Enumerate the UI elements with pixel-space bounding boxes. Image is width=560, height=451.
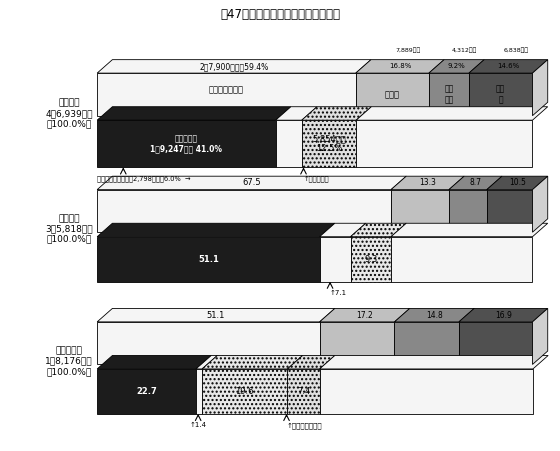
Polygon shape bbox=[356, 120, 533, 167]
Text: ↑単独事業費: ↑単独事業費 bbox=[304, 175, 329, 182]
Text: 国直轄事業負担金　2,798億円　6.0%  →: 国直轄事業負担金 2,798億円 6.0% → bbox=[97, 175, 190, 182]
Text: 14.6%: 14.6% bbox=[497, 64, 520, 69]
Polygon shape bbox=[320, 237, 351, 281]
Polygon shape bbox=[449, 176, 502, 189]
Text: 13.3: 13.3 bbox=[419, 179, 436, 188]
Polygon shape bbox=[97, 223, 335, 237]
Text: 5,854億円
12.5%: 5,854億円 12.5% bbox=[312, 134, 346, 153]
Polygon shape bbox=[533, 176, 548, 232]
Text: 第47図　農林水産業費の性質別内訳: 第47図 農林水産業費の性質別内訳 bbox=[220, 8, 340, 21]
Text: 2兆7,900億円　59.4%: 2兆7,900億円 59.4% bbox=[199, 62, 269, 71]
Text: 7,889億円: 7,889億円 bbox=[395, 47, 420, 53]
Polygon shape bbox=[97, 308, 335, 322]
Polygon shape bbox=[320, 369, 533, 414]
Polygon shape bbox=[97, 355, 211, 369]
Polygon shape bbox=[533, 60, 548, 116]
Text: 市　町　村
1兆8,176億円
（100.0%）: 市 町 村 1兆8,176億円 （100.0%） bbox=[45, 346, 93, 376]
Text: 8.7: 8.7 bbox=[469, 179, 482, 188]
Polygon shape bbox=[356, 60, 444, 73]
Text: 9.2%: 9.2% bbox=[447, 64, 465, 69]
Polygon shape bbox=[196, 369, 202, 414]
Polygon shape bbox=[302, 107, 371, 120]
Polygon shape bbox=[391, 237, 533, 281]
Polygon shape bbox=[320, 308, 410, 322]
Polygon shape bbox=[287, 369, 320, 414]
Polygon shape bbox=[351, 237, 391, 281]
Text: ↑県営事業負担金: ↑県営事業負担金 bbox=[287, 422, 322, 428]
Text: 9.3: 9.3 bbox=[364, 255, 377, 264]
Text: 22.7: 22.7 bbox=[136, 387, 157, 396]
Polygon shape bbox=[97, 107, 291, 120]
Polygon shape bbox=[97, 322, 320, 364]
Polygon shape bbox=[97, 60, 371, 73]
Polygon shape bbox=[97, 120, 276, 167]
Polygon shape bbox=[391, 189, 449, 232]
Polygon shape bbox=[302, 120, 356, 167]
Text: ↑7.1: ↑7.1 bbox=[330, 290, 347, 295]
Polygon shape bbox=[469, 73, 533, 116]
Text: 67.5: 67.5 bbox=[242, 179, 261, 188]
Text: 補助
費等: 補助 費等 bbox=[444, 85, 454, 104]
Text: 純　　計
4兆6,939億円
（100.0%）: 純 計 4兆6,939億円 （100.0%） bbox=[45, 99, 93, 129]
Text: 都道府県
3兆5,818億円
（100.0%）: 都道府県 3兆5,818億円 （100.0%） bbox=[45, 214, 93, 244]
Polygon shape bbox=[356, 73, 429, 116]
Polygon shape bbox=[449, 189, 487, 232]
Polygon shape bbox=[320, 223, 366, 237]
Polygon shape bbox=[97, 176, 406, 189]
Polygon shape bbox=[429, 73, 469, 116]
Polygon shape bbox=[487, 176, 548, 189]
Polygon shape bbox=[533, 308, 548, 364]
Text: 16.9: 16.9 bbox=[495, 311, 512, 320]
Polygon shape bbox=[276, 107, 317, 120]
Polygon shape bbox=[97, 189, 391, 232]
Polygon shape bbox=[320, 322, 394, 364]
Polygon shape bbox=[429, 60, 484, 73]
Polygon shape bbox=[459, 322, 533, 364]
Polygon shape bbox=[391, 223, 548, 237]
Polygon shape bbox=[487, 189, 533, 232]
Text: 51.1: 51.1 bbox=[198, 255, 219, 264]
Text: その
他: その 他 bbox=[496, 85, 505, 104]
Text: 補助事業費
1兆9,247億円 41.0%: 補助事業費 1兆9,247億円 41.0% bbox=[151, 134, 222, 153]
Polygon shape bbox=[97, 73, 356, 116]
Polygon shape bbox=[196, 355, 217, 369]
Polygon shape bbox=[202, 355, 302, 369]
Text: 16.8%: 16.8% bbox=[389, 64, 411, 69]
Text: 4,312億円: 4,312億円 bbox=[451, 47, 477, 53]
Polygon shape bbox=[459, 308, 548, 322]
Text: 人件費: 人件費 bbox=[385, 90, 400, 99]
Text: 普通建設事業費: 普通建設事業費 bbox=[209, 85, 244, 94]
Polygon shape bbox=[97, 369, 196, 414]
Polygon shape bbox=[202, 369, 287, 414]
Polygon shape bbox=[320, 355, 548, 369]
Text: 7.4: 7.4 bbox=[297, 387, 310, 396]
Text: ↑1.4: ↑1.4 bbox=[190, 422, 207, 428]
Polygon shape bbox=[394, 322, 459, 364]
Polygon shape bbox=[394, 308, 474, 322]
Text: 6,838億円: 6,838億円 bbox=[503, 47, 529, 53]
Polygon shape bbox=[97, 237, 320, 281]
Polygon shape bbox=[469, 60, 548, 73]
Text: 51.1: 51.1 bbox=[207, 311, 225, 320]
Text: 17.2: 17.2 bbox=[356, 311, 373, 320]
Polygon shape bbox=[356, 107, 548, 120]
Polygon shape bbox=[276, 120, 302, 167]
Text: 10.5: 10.5 bbox=[509, 179, 526, 188]
Text: 14.8: 14.8 bbox=[426, 311, 443, 320]
Polygon shape bbox=[287, 355, 335, 369]
Polygon shape bbox=[391, 176, 464, 189]
Polygon shape bbox=[351, 223, 406, 237]
Text: 19.6: 19.6 bbox=[236, 387, 254, 396]
